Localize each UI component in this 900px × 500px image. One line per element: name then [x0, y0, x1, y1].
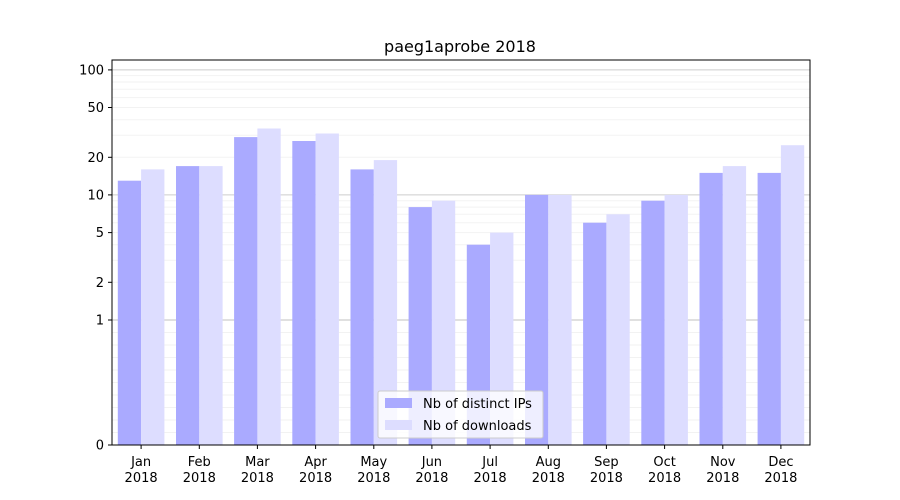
x-tick-label-year: 2018: [357, 471, 390, 486]
bar-distinct-ips: [176, 166, 200, 445]
y-tick-label: 100: [79, 63, 104, 78]
legend-label-downloads: Nb of downloads: [423, 419, 532, 434]
x-tick-label-year: 2018: [299, 471, 332, 486]
x-tick-label-month: Jan: [130, 455, 151, 470]
bar-downloads: [373, 160, 398, 445]
x-tick-label-year: 2018: [415, 471, 448, 486]
axes-layer: 0125102050100Jan2018Feb2018Mar2018Apr201…: [79, 59, 811, 486]
y-tick-label: 1: [96, 314, 104, 329]
x-tick-label-month: Mar: [245, 455, 270, 470]
x-tick-label-month: May: [360, 455, 387, 470]
bar-distinct-ips: [525, 194, 549, 445]
y-tick-label: 10: [87, 188, 104, 203]
bar-downloads: [606, 214, 630, 445]
bar-downloads: [548, 194, 572, 445]
bar-downloads: [315, 133, 339, 445]
x-tick-label-month: Jul: [481, 455, 498, 470]
bar-downloads: [431, 200, 456, 445]
bar-distinct-ips: [117, 180, 142, 445]
x-tick-label-month: Jun: [421, 455, 442, 470]
bar-distinct-ips: [408, 207, 432, 445]
x-tick-label-month: Oct: [653, 455, 675, 470]
x-tick-label-year: 2018: [532, 471, 565, 486]
x-tick-label-month: Aug: [536, 455, 561, 470]
legend-swatch-distinct-ips: [385, 398, 412, 408]
bar-downloads: [257, 128, 281, 445]
x-tick-label-year: 2018: [764, 471, 797, 486]
legend: Nb of distinct IPs Nb of downloads: [377, 390, 544, 439]
legend-box: [377, 390, 544, 439]
bar-downloads: [199, 166, 223, 445]
x-tick-label-year: 2018: [474, 471, 507, 486]
y-tick-label: 20: [87, 151, 104, 166]
y-tick-label: 5: [96, 226, 104, 241]
y-tick-label: 50: [87, 101, 104, 116]
x-tick-label-month: Apr: [304, 455, 327, 470]
y-tick-label: 0: [96, 439, 104, 454]
bar-downloads: [780, 145, 805, 445]
bar-distinct-ips: [641, 200, 665, 445]
legend-swatch-downloads: [385, 420, 412, 430]
x-tick-label-year: 2018: [125, 471, 158, 486]
x-tick-label-month: Dec: [768, 455, 793, 470]
bar-distinct-ips: [757, 172, 781, 445]
x-tick-label-year: 2018: [706, 471, 739, 486]
y-tick-label: 2: [96, 276, 104, 291]
plot-frame: [111, 59, 811, 446]
x-tick-label-month: Sep: [594, 455, 619, 470]
bar-distinct-ips: [292, 141, 316, 445]
grid-layer: [112, 69, 810, 433]
chart-title: paeg1aprobe 2018: [384, 37, 536, 56]
bar-distinct-ips: [583, 222, 607, 445]
x-tick-label-year: 2018: [241, 471, 274, 486]
x-tick-label-year: 2018: [648, 471, 681, 486]
bar-distinct-ips: [350, 169, 374, 445]
x-tick-label-month: Feb: [188, 455, 211, 470]
bar-downloads: [664, 194, 688, 445]
bar-downloads: [141, 169, 165, 445]
bars-layer: [117, 128, 805, 445]
x-tick-label-year: 2018: [183, 471, 216, 486]
bar-downloads: [722, 166, 747, 445]
legend-label-distinct-ips: Nb of distinct IPs: [423, 397, 532, 412]
bar-distinct-ips: [699, 172, 723, 445]
x-tick-label-year: 2018: [590, 471, 623, 486]
bar-distinct-ips: [234, 137, 258, 445]
x-tick-label-month: Nov: [710, 455, 736, 470]
